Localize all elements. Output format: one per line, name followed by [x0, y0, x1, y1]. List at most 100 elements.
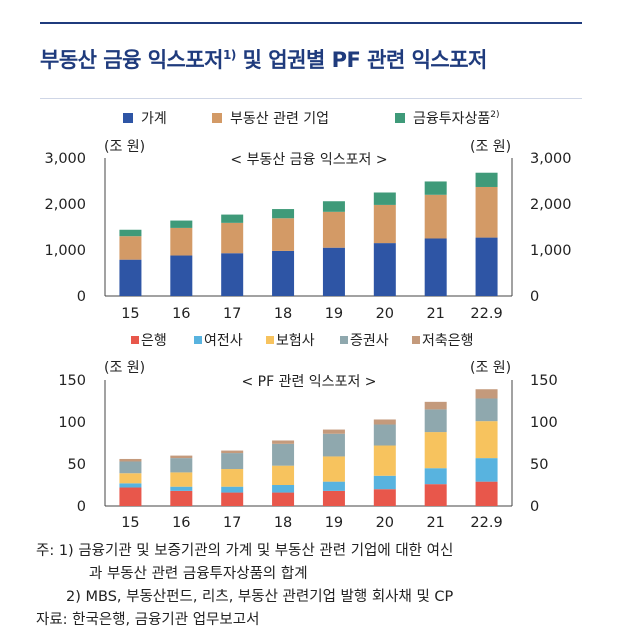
title-main: 부동산 금융 익스포저	[40, 48, 224, 72]
legend-label: 증권사	[350, 333, 389, 349]
bar-segment	[322, 490, 345, 506]
y-tick-label-right: 150	[530, 373, 558, 389]
x-tick-label: 15	[121, 306, 139, 322]
bar-segment	[424, 484, 447, 506]
bar-segment	[475, 481, 498, 506]
bar-segment	[475, 398, 498, 422]
x-tick-label: 21	[426, 306, 444, 322]
legend-label: 저축은행	[422, 333, 474, 349]
title-footnote-mark: 1)	[223, 48, 236, 62]
y-tick-label-left: 50	[68, 457, 86, 473]
chart-subtitle: < 부동산 금융 익스포저 >	[230, 152, 387, 168]
bar-segment	[373, 424, 396, 446]
legend-label: 보험사	[276, 333, 315, 349]
bar-segment	[424, 468, 447, 485]
bar-segment	[170, 458, 193, 473]
legend-label: 부동산 관련 기업	[230, 111, 329, 127]
unit-label-right: (조 원)	[470, 360, 511, 376]
legend-label: 금융투자상품2)	[413, 110, 500, 127]
y-tick-label-right: 0	[530, 289, 539, 305]
title-tail: 및 업권별 PF 관련 익스포저	[235, 48, 488, 72]
unit-label-right: (조 원)	[470, 139, 511, 155]
bar-segment	[119, 461, 142, 474]
unit-label-left: (조 원)	[104, 139, 145, 155]
bar-segment	[119, 473, 142, 484]
bar-segment	[475, 389, 498, 399]
bar-segment	[475, 421, 498, 459]
bar-segment	[322, 456, 345, 482]
y-tick-label-right: 100	[530, 415, 558, 431]
legend-label: 은행	[141, 333, 167, 349]
x-tick-label: 19	[325, 515, 343, 531]
y-tick-label-left: 3,000	[44, 151, 86, 167]
bar-segment	[424, 238, 447, 296]
top-rule	[40, 22, 582, 24]
bar-segment	[272, 465, 295, 485]
bar-segment	[424, 181, 447, 195]
legend-swatch	[212, 113, 222, 123]
bar-segment	[475, 237, 498, 296]
bar-segment	[119, 259, 142, 296]
x-tick-label: 16	[172, 306, 190, 322]
bar-segment	[221, 492, 244, 506]
y-tick-label-left: 0	[77, 289, 86, 305]
charts-canvas: 가계 부동산 관련 기업 금융투자상품2) (조 원) (조 원) < 부동산 금융 익스…	[44, 110, 572, 531]
bar-segment	[221, 450, 244, 454]
bar-segment	[221, 253, 244, 296]
bar-segment	[221, 453, 244, 470]
x-tick-label: 17	[223, 515, 241, 531]
x-tick-label: 17	[223, 306, 241, 322]
bar-segment	[322, 247, 345, 296]
x-tick-label: 18	[274, 306, 292, 322]
x-tick-label: 21	[426, 515, 444, 531]
bar-segment	[170, 220, 193, 228]
bar-segment	[373, 475, 396, 490]
bar-segment	[272, 218, 295, 251]
bar-segment	[373, 419, 396, 425]
legend-swatch	[412, 336, 420, 344]
bar-segment	[221, 469, 244, 487]
y-tick-label-right: 3,000	[530, 151, 572, 167]
bar-segment	[170, 227, 193, 256]
legend-swatch	[194, 336, 202, 344]
footnote-1-cont: 과 부동산 관련 금융투자상품의 합계	[89, 566, 308, 582]
bar-segment	[322, 201, 345, 212]
y-tick-label-left: 0	[77, 499, 86, 515]
y-tick-label-left: 2,000	[44, 197, 86, 213]
legend-swatch	[395, 113, 405, 123]
bar-segment	[322, 481, 345, 491]
bar-segment	[272, 250, 295, 296]
bar-segment	[119, 236, 142, 260]
bar-segment	[221, 222, 244, 254]
bar-segment	[272, 209, 295, 219]
bar-segment	[373, 445, 396, 476]
y-tick-label-left: 1,000	[44, 243, 86, 259]
bar-segment	[221, 214, 244, 223]
legend-swatch	[340, 336, 348, 344]
bar-segment	[424, 432, 447, 469]
bar-segment	[475, 172, 498, 187]
unit-label-left: (조 원)	[104, 360, 145, 376]
y-tick-label-left: 100	[58, 415, 86, 431]
y-tick-label-left: 150	[58, 373, 86, 389]
y-tick-label-right: 2,000	[530, 197, 572, 213]
x-tick-label: 22.9	[470, 306, 502, 322]
footnote-1: 주: 1) 금융기관 및 보증기관의 가계 및 부동산 관련 기업에 대한 여신	[36, 543, 454, 559]
x-tick-label: 19	[325, 306, 343, 322]
x-tick-label: 20	[376, 306, 394, 322]
x-tick-label: 22.9	[470, 515, 502, 531]
bar-segment	[373, 204, 396, 244]
footnote-2: 2) MBS, 부동산펀드, 리츠, 부동산 관련기업 발행 회사채 및 CP	[66, 589, 454, 605]
bar-segment	[119, 229, 142, 237]
x-tick-label: 16	[172, 515, 190, 531]
legend-label: 가계	[141, 111, 167, 127]
bar-segment	[170, 455, 193, 459]
bar-segment	[272, 492, 295, 506]
x-tick-label: 18	[274, 515, 292, 531]
bar-segment	[170, 486, 193, 491]
bar-segment	[119, 487, 142, 506]
y-tick-label-right: 50	[530, 457, 548, 473]
bar-segment	[424, 194, 447, 239]
bar-segment	[272, 440, 295, 444]
page-title: 부동산 금융 익스포저1) 및 업권별 PF 관련 익스포저	[40, 44, 487, 74]
